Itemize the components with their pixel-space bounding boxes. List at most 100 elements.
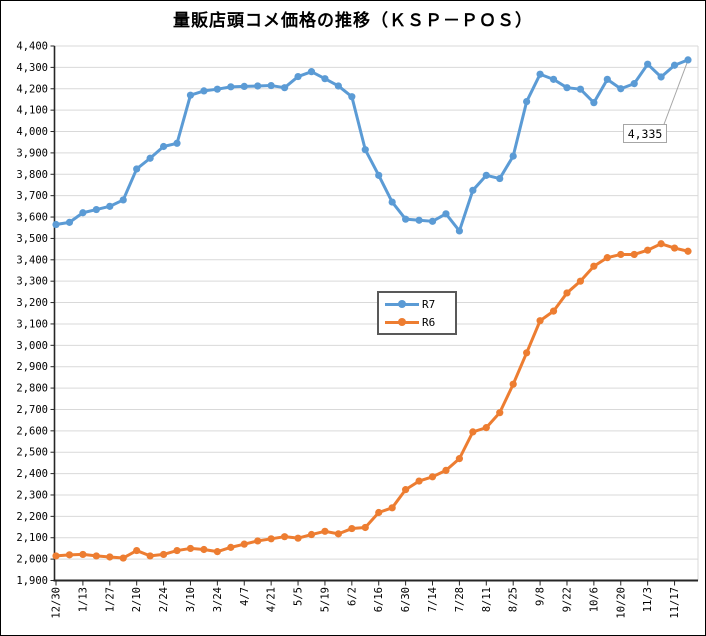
data-point xyxy=(146,154,154,162)
r7-marker-icon xyxy=(398,300,406,308)
x-axis-labels: 12/30 1/13 1/27 2/10 2/24 3/10 3/24 4/7 4/21 5/5 5… xyxy=(51,580,681,619)
svg-text:6/30: 6/30 xyxy=(400,587,412,612)
data-point xyxy=(79,550,87,559)
data-point xyxy=(106,202,114,210)
data-point xyxy=(496,174,504,183)
svg-text:2/24: 2/24 xyxy=(158,587,170,612)
data-point xyxy=(200,545,208,554)
data-point xyxy=(496,409,504,417)
svg-text:4/7: 4/7 xyxy=(239,587,251,606)
data-point xyxy=(657,240,665,248)
series-r7-points xyxy=(52,56,692,235)
series-r6-line xyxy=(54,242,690,560)
data-point xyxy=(119,554,127,562)
data-point xyxy=(334,82,342,90)
data-point xyxy=(657,73,665,81)
data-point xyxy=(684,247,692,255)
svg-text:4,200: 4,200 xyxy=(16,83,48,95)
data-point xyxy=(348,524,356,533)
data-point xyxy=(213,85,221,93)
data-point xyxy=(227,543,235,551)
data-point xyxy=(442,210,450,218)
data-point xyxy=(402,215,410,223)
data-point xyxy=(159,142,168,151)
svg-text:1/27: 1/27 xyxy=(104,587,116,612)
data-point xyxy=(375,171,383,179)
svg-text:3,300: 3,300 xyxy=(16,276,48,288)
svg-text:6/2: 6/2 xyxy=(346,587,358,606)
data-point xyxy=(617,85,625,93)
data-label-last-r7[interactable]: 4,335 xyxy=(623,124,667,143)
data-point xyxy=(146,552,154,560)
svg-text:3,700: 3,700 xyxy=(16,190,48,202)
r6-marker-icon xyxy=(398,318,406,326)
data-point xyxy=(644,60,652,68)
svg-text:9/22: 9/22 xyxy=(561,587,573,612)
data-point xyxy=(348,93,356,101)
data-point xyxy=(280,84,289,92)
data-point xyxy=(321,75,329,83)
y-axis-labels: 1,900 2,000 2,100 2,200 2,300 2,400 2,500 2,600… xyxy=(16,41,55,587)
svg-text:3/24: 3/24 xyxy=(212,587,224,612)
data-point xyxy=(415,477,423,485)
data-point xyxy=(186,544,195,553)
svg-text:3,800: 3,800 xyxy=(16,169,48,181)
svg-text:3,200: 3,200 xyxy=(16,297,48,309)
svg-text:3,600: 3,600 xyxy=(16,212,48,224)
chart-title: 量販店頭コメ価格の推移（ＫＳＰ－ＰＯＳ） xyxy=(173,11,533,31)
data-point xyxy=(630,250,638,259)
svg-text:9/8: 9/8 xyxy=(535,587,547,606)
svg-text:11/17: 11/17 xyxy=(669,587,681,619)
svg-text:4,100: 4,100 xyxy=(16,105,48,117)
data-point xyxy=(294,72,302,81)
data-point xyxy=(576,277,585,285)
data-point xyxy=(173,546,181,555)
svg-text:5/5: 5/5 xyxy=(293,587,305,606)
svg-text:3/10: 3/10 xyxy=(185,587,197,612)
svg-text:2/10: 2/10 xyxy=(131,587,143,612)
svg-text:2,300: 2,300 xyxy=(16,489,48,501)
legend-item-r7[interactable]: R7 xyxy=(385,296,449,312)
series-r6-points xyxy=(52,240,692,562)
data-point xyxy=(469,186,477,194)
svg-text:3,400: 3,400 xyxy=(16,254,48,266)
svg-text:8/25: 8/25 xyxy=(508,587,520,612)
series-r7-line xyxy=(54,58,690,233)
data-point xyxy=(186,91,195,99)
svg-text:2,900: 2,900 xyxy=(16,361,48,373)
data-point xyxy=(133,546,141,555)
data-point xyxy=(523,349,531,357)
data-point xyxy=(563,289,571,297)
data-point xyxy=(590,262,598,270)
data-point xyxy=(388,504,396,512)
data-point xyxy=(254,537,262,545)
data-point xyxy=(455,227,464,235)
data-point xyxy=(509,380,517,388)
data-point xyxy=(52,552,60,560)
svg-text:1,900: 1,900 xyxy=(16,575,48,587)
data-point xyxy=(65,218,74,226)
legend-item-r6[interactable]: R6 xyxy=(385,314,449,330)
data-point xyxy=(294,534,302,542)
data-point xyxy=(576,85,585,93)
svg-text:7/28: 7/28 xyxy=(454,587,466,612)
data-point xyxy=(200,87,208,95)
data-point xyxy=(402,486,410,494)
legend-label-r6: R6 xyxy=(422,315,436,329)
svg-text:11/3: 11/3 xyxy=(642,587,654,612)
data-point xyxy=(52,220,60,229)
svg-text:2,700: 2,700 xyxy=(16,404,48,416)
svg-text:3,900: 3,900 xyxy=(16,147,48,159)
data-point xyxy=(159,550,168,559)
svg-text:3,000: 3,000 xyxy=(16,340,48,352)
svg-text:2,100: 2,100 xyxy=(16,532,48,544)
data-point xyxy=(173,139,181,147)
data-point xyxy=(119,196,127,204)
svg-text:4/21: 4/21 xyxy=(266,587,278,612)
svg-text:12/30: 12/30 xyxy=(51,587,63,619)
svg-text:5/19: 5/19 xyxy=(319,587,331,612)
data-point xyxy=(240,82,248,91)
svg-text:10/6: 10/6 xyxy=(588,587,600,612)
data-point xyxy=(455,455,464,463)
data-point xyxy=(563,84,571,92)
